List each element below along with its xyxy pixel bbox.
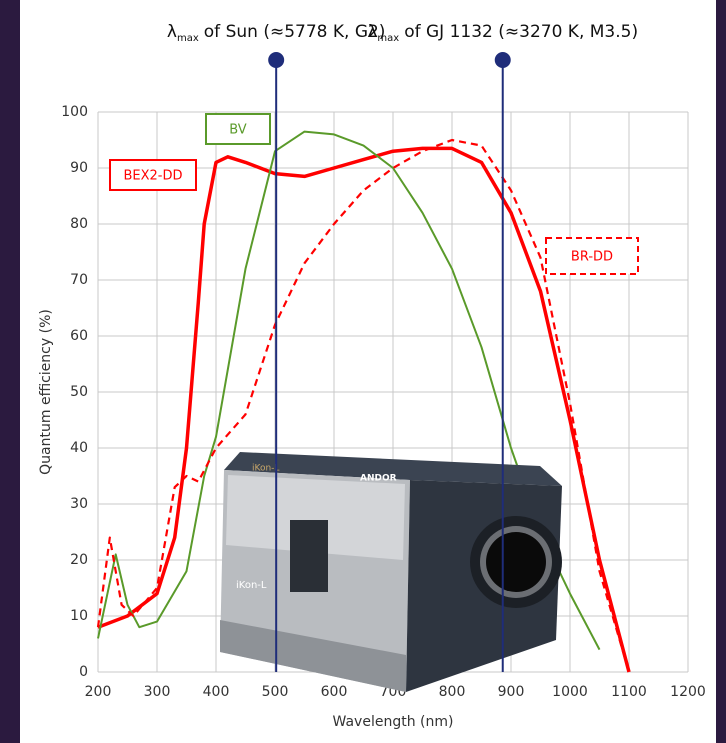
x-tick-label: 600 — [321, 684, 348, 700]
x-tick-label: 800 — [439, 684, 466, 700]
photo-label: iKon-L — [236, 580, 267, 591]
y-tick-label: 80 — [70, 216, 88, 232]
legend-label: BR-DD — [571, 250, 613, 265]
photo-label: iKon-L — [252, 464, 279, 474]
camera-base — [220, 620, 406, 692]
marker-symbol: λ — [367, 22, 377, 42]
marker-label: λmax of GJ 1132 (≈3270 K, M3.5) — [367, 22, 638, 44]
marker-symbol: λ — [167, 22, 177, 42]
x-tick-label: 300 — [144, 684, 171, 700]
series-line — [96, 138, 631, 673]
camera-top — [224, 452, 562, 486]
camera-photo: iKon-L ANDOR iKon-L — [220, 452, 562, 692]
x-tick-label: 900 — [498, 684, 525, 700]
overlay: λmax of Sun (≈5778 K, G2)λmax of GJ 1132 (… — [167, 22, 638, 672]
marker-text: of GJ 1132 (≈3270 K, M3.5) — [404, 22, 638, 42]
y-tick-label: 100 — [61, 104, 88, 120]
photo-label: ANDOR — [360, 474, 397, 484]
x-tick-label: 500 — [262, 684, 289, 700]
legend-box — [109, 159, 197, 191]
y-axis-label: Quantum efficiency (%) — [38, 309, 54, 475]
legend-box — [545, 237, 639, 275]
marker-text: of Sun (≈5778 K, G2) — [204, 22, 386, 42]
legend-label: BEX2-DD — [123, 169, 182, 184]
x-tick-label: 400 — [203, 684, 230, 700]
y-tick-label: 40 — [70, 440, 88, 456]
y-tick-label: 10 — [70, 608, 88, 624]
y-tick-label: 30 — [70, 496, 88, 512]
legend-box — [205, 113, 271, 145]
series-line — [97, 146, 631, 673]
y-tick-label: 50 — [70, 384, 88, 400]
x-tick-label: 1000 — [552, 684, 588, 700]
x-tick-label: 1100 — [611, 684, 647, 700]
marker-label: λmax of Sun (≈5778 K, G2) — [167, 22, 386, 44]
x-tick-label: 200 — [85, 684, 112, 700]
x-axis-label: Wavelength (nm) — [333, 714, 454, 730]
x-tick-label: 1200 — [670, 684, 706, 700]
camera-vent — [290, 520, 328, 592]
y-tick-label: 20 — [70, 552, 88, 568]
camera-front-highlight — [226, 475, 405, 560]
camera-lens — [486, 532, 546, 592]
legend-label: BV — [229, 123, 247, 138]
y-tick-label: 0 — [79, 664, 88, 680]
marker-subscript: max — [377, 33, 399, 44]
marker-dot — [494, 52, 511, 68]
y-tick-label: 70 — [70, 272, 88, 288]
marker-dot — [268, 52, 285, 68]
y-tick-label: 90 — [70, 160, 88, 176]
series-line — [97, 130, 601, 651]
y-tick-label: 60 — [70, 328, 88, 344]
marker-subscript: max — [177, 33, 199, 44]
